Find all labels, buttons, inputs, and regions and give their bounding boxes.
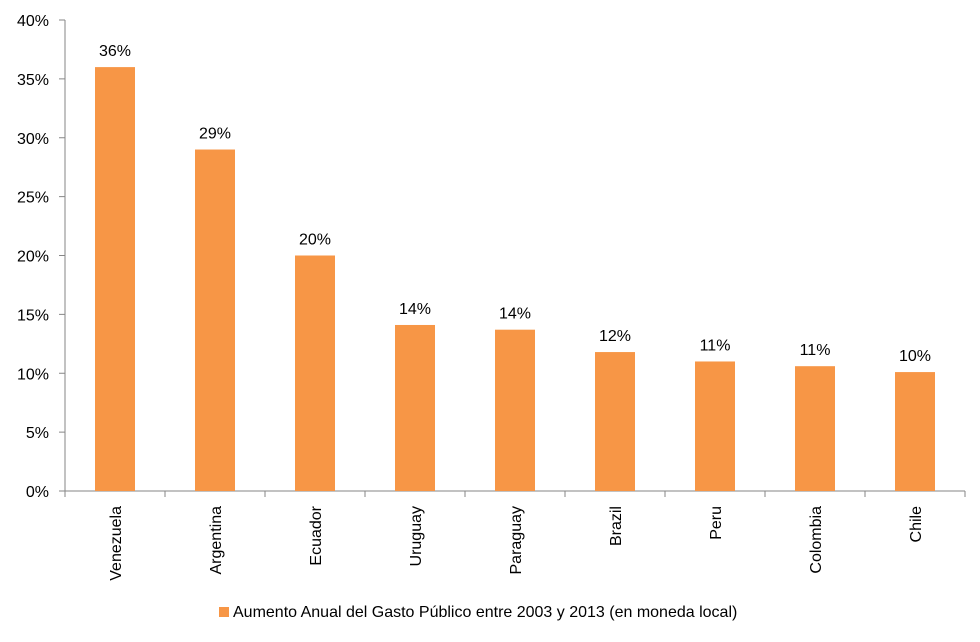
x-tick-label: Venezuela [108, 506, 125, 581]
y-tick-label: 30% [17, 131, 49, 148]
y-tick-label: 5% [26, 425, 49, 442]
data-label: 11% [800, 342, 831, 359]
x-tick-label: Colombia [808, 506, 825, 574]
y-tick-label: 25% [17, 190, 49, 207]
y-tick-label: 10% [17, 366, 49, 383]
legend: Aumento Anual del Gasto Público entre 20… [219, 604, 737, 621]
bar-venezuela [95, 67, 135, 491]
legend-swatch [219, 607, 229, 617]
x-tick-label: Brazil [608, 506, 625, 546]
x-tick-label: Paraguay [508, 506, 525, 575]
x-tick-label: Ecuador [308, 505, 325, 565]
x-tick-label: Chile [908, 506, 925, 543]
bar-uruguay [395, 324, 435, 491]
data-label: 10% [899, 348, 931, 365]
y-tick-label: 15% [17, 307, 49, 324]
bar-paraguay [495, 329, 535, 491]
bar-argentina [195, 149, 235, 491]
x-axis: Venezuela Argentina Ecuador Uruguay Paraguay… [64, 490, 966, 581]
data-label: 29% [199, 126, 231, 143]
legend-label: Aumento Anual del Gasto Público entre 20… [233, 604, 737, 621]
data-label: 20% [299, 232, 331, 249]
x-tick-label: Argentina [208, 506, 225, 575]
bar-ecuador [295, 255, 335, 491]
y-axis: 0% 5% 10% 15% 20% 25% 30% 35% 40% [17, 13, 66, 501]
y-tick-label: 0% [26, 484, 49, 501]
data-label: 14% [399, 301, 431, 318]
data-label: 11% [700, 337, 731, 354]
x-tick-label: Peru [708, 506, 725, 540]
y-tick-label: 35% [17, 72, 49, 89]
bar-peru [695, 361, 735, 491]
bars: 36% 29% 20% 14% 14% 12% 11% 11% 10% [95, 43, 935, 491]
data-label: 14% [499, 306, 531, 323]
y-tick-label: 40% [17, 13, 49, 30]
data-label: 12% [599, 328, 631, 345]
bar-brazil [595, 352, 635, 491]
bar-colombia [795, 366, 835, 491]
bar-chile [895, 372, 935, 491]
data-label: 36% [99, 43, 131, 60]
y-tick-label: 20% [17, 249, 49, 266]
x-tick-label: Uruguay [408, 506, 425, 566]
